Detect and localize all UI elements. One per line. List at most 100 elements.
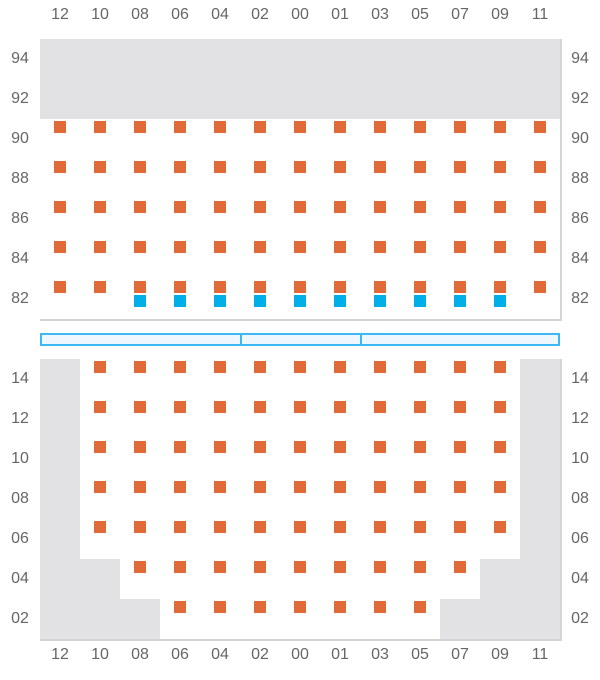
slot[interactable]: [440, 439, 482, 481]
slot[interactable]: [280, 279, 322, 321]
slot[interactable]: [360, 199, 402, 241]
slot[interactable]: [440, 239, 482, 281]
unavailable-slot[interactable]: [80, 39, 122, 81]
slot[interactable]: [240, 239, 282, 281]
slot[interactable]: [400, 359, 442, 401]
slot[interactable]: [240, 439, 282, 481]
unavailable-slot[interactable]: [520, 399, 562, 441]
slot[interactable]: [320, 159, 362, 201]
unavailable-slot[interactable]: [160, 79, 202, 121]
slot[interactable]: [360, 279, 402, 321]
slot[interactable]: [280, 199, 322, 241]
unavailable-slot[interactable]: [440, 599, 482, 641]
slot[interactable]: [160, 199, 202, 241]
slot[interactable]: [120, 439, 162, 481]
slot[interactable]: [440, 159, 482, 201]
unavailable-slot[interactable]: [40, 39, 82, 81]
slot[interactable]: [400, 199, 442, 241]
unavailable-slot[interactable]: [320, 39, 362, 81]
unavailable-slot[interactable]: [520, 519, 562, 561]
slot[interactable]: [320, 599, 362, 641]
slot[interactable]: [400, 599, 442, 641]
unavailable-slot[interactable]: [520, 359, 562, 401]
slot[interactable]: [400, 239, 442, 281]
slot[interactable]: [360, 599, 402, 641]
unavailable-slot[interactable]: [40, 519, 82, 561]
unavailable-slot[interactable]: [520, 439, 562, 481]
slot[interactable]: [40, 239, 82, 281]
slot[interactable]: [360, 359, 402, 401]
slot[interactable]: [520, 239, 562, 281]
slot[interactable]: [200, 519, 242, 561]
unavailable-slot[interactable]: [520, 479, 562, 521]
slot[interactable]: [80, 199, 122, 241]
slot[interactable]: [480, 159, 522, 201]
slot[interactable]: [320, 439, 362, 481]
slot[interactable]: [360, 399, 402, 441]
slot[interactable]: [240, 199, 282, 241]
slot[interactable]: [160, 559, 202, 601]
slot[interactable]: [440, 559, 482, 601]
unavailable-slot[interactable]: [280, 39, 322, 81]
unavailable-slot[interactable]: [120, 79, 162, 121]
slot[interactable]: [440, 519, 482, 561]
slot[interactable]: [360, 159, 402, 201]
slot[interactable]: [240, 359, 282, 401]
slot[interactable]: [360, 559, 402, 601]
slot[interactable]: [120, 479, 162, 521]
unavailable-slot[interactable]: [480, 559, 522, 601]
slot[interactable]: [320, 519, 362, 561]
slot[interactable]: [120, 559, 162, 601]
slot[interactable]: [160, 239, 202, 281]
slot[interactable]: [280, 159, 322, 201]
slot[interactable]: [480, 479, 522, 521]
slot[interactable]: [80, 519, 122, 561]
slot[interactable]: [80, 479, 122, 521]
unavailable-slot[interactable]: [240, 79, 282, 121]
slot[interactable]: [360, 479, 402, 521]
slot[interactable]: [240, 519, 282, 561]
slot[interactable]: [280, 479, 322, 521]
unavailable-slot[interactable]: [40, 79, 82, 121]
slot[interactable]: [200, 599, 242, 641]
slot[interactable]: [440, 279, 482, 321]
slot[interactable]: [280, 519, 322, 561]
unavailable-slot[interactable]: [320, 79, 362, 121]
slot[interactable]: [120, 159, 162, 201]
unavailable-slot[interactable]: [400, 39, 442, 81]
slot[interactable]: [80, 159, 122, 201]
slot[interactable]: [280, 239, 322, 281]
slot[interactable]: [200, 399, 242, 441]
unavailable-slot[interactable]: [200, 79, 242, 121]
unavailable-slot[interactable]: [40, 359, 82, 401]
unavailable-slot[interactable]: [120, 39, 162, 81]
slot[interactable]: [320, 359, 362, 401]
slot[interactable]: [520, 119, 562, 161]
slot[interactable]: [240, 119, 282, 161]
unavailable-slot[interactable]: [40, 479, 82, 521]
slot[interactable]: [440, 399, 482, 441]
slot[interactable]: [120, 199, 162, 241]
slot[interactable]: [160, 399, 202, 441]
slot[interactable]: [360, 119, 402, 161]
unavailable-slot[interactable]: [360, 79, 402, 121]
slot[interactable]: [160, 119, 202, 161]
slot[interactable]: [480, 279, 522, 321]
slot[interactable]: [200, 239, 242, 281]
slot[interactable]: [80, 359, 122, 401]
slot[interactable]: [320, 399, 362, 441]
slot[interactable]: [360, 439, 402, 481]
slot[interactable]: [320, 239, 362, 281]
slot[interactable]: [160, 599, 202, 641]
unavailable-slot[interactable]: [40, 599, 82, 641]
slot[interactable]: [200, 159, 242, 201]
unavailable-slot[interactable]: [240, 39, 282, 81]
slot[interactable]: [40, 119, 82, 161]
slot[interactable]: [440, 479, 482, 521]
slot[interactable]: [120, 359, 162, 401]
slot[interactable]: [480, 239, 522, 281]
unavailable-slot[interactable]: [440, 39, 482, 81]
slot[interactable]: [440, 359, 482, 401]
slot[interactable]: [280, 399, 322, 441]
slot[interactable]: [360, 519, 402, 561]
